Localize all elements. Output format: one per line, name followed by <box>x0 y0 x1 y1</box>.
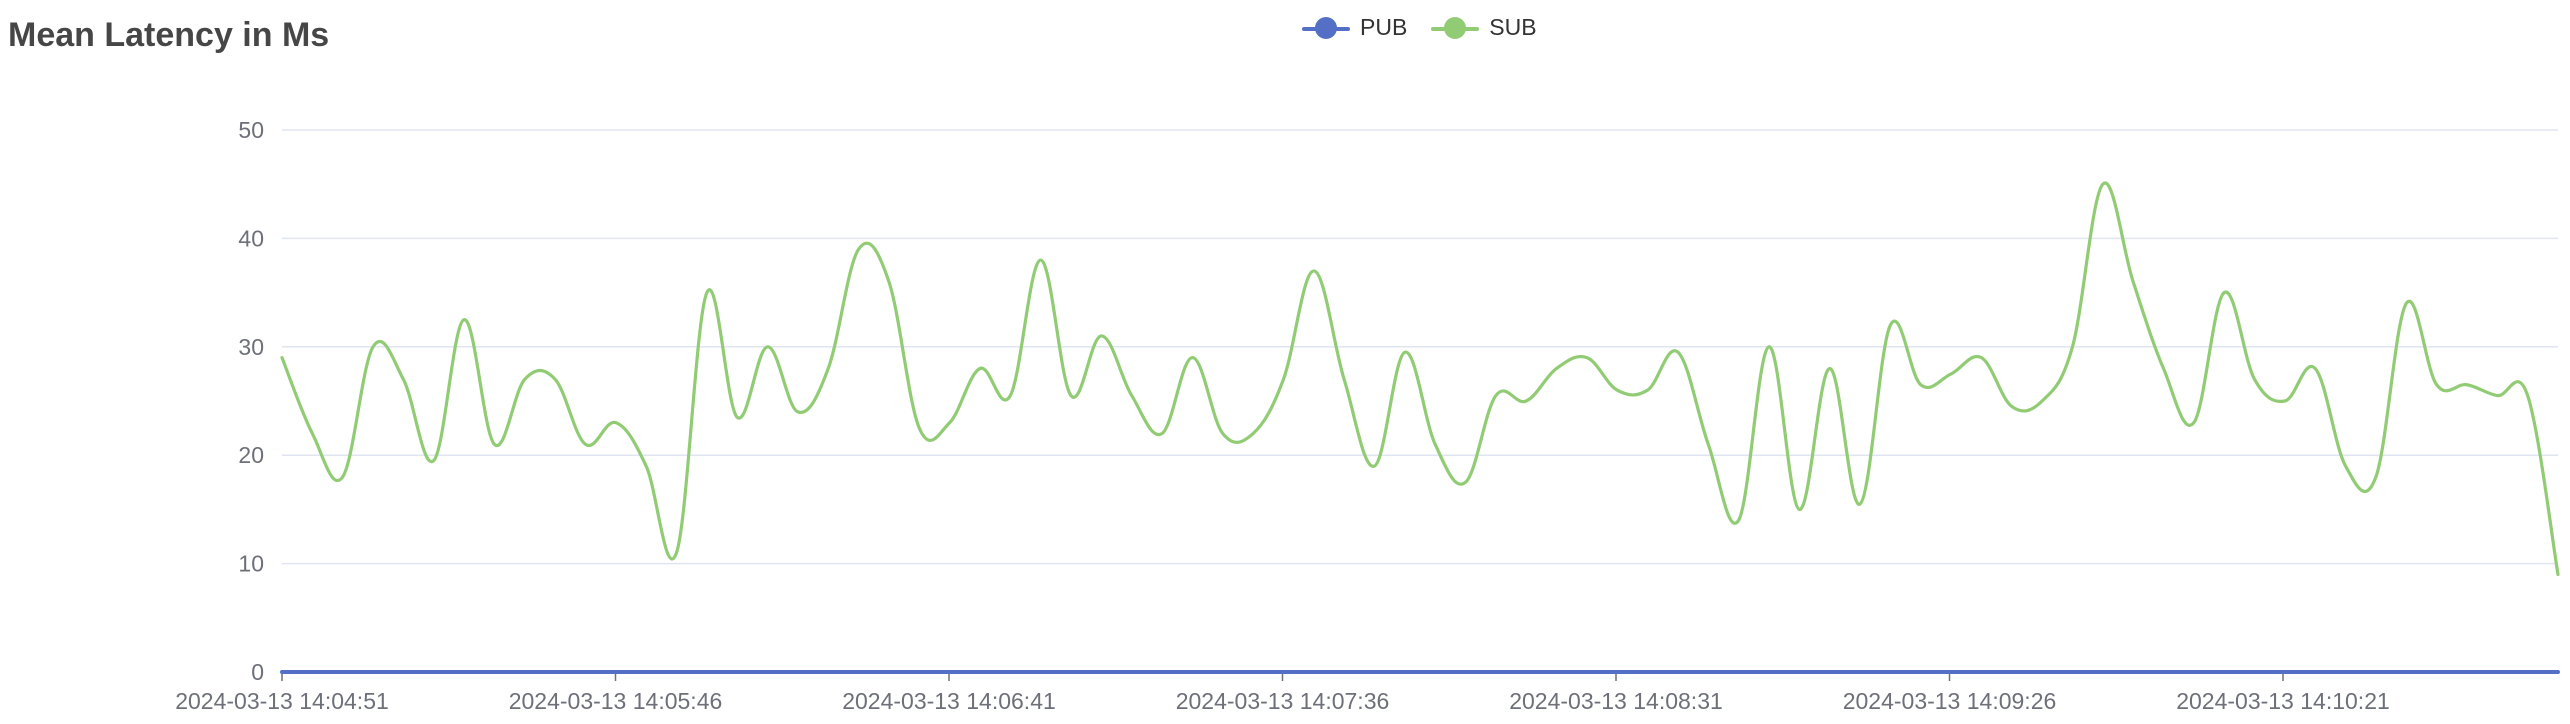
legend-sub-marker-icon <box>1431 16 1480 39</box>
x-tick-label: 2024-03-13 14:09:26 <box>1843 688 2057 714</box>
x-tick-label: 2024-03-13 14:04:51 <box>175 688 389 714</box>
legend: PUB SUB <box>1302 14 1537 41</box>
x-tick-label: 2024-03-13 14:10:21 <box>2176 688 2390 714</box>
y-tick-label: 20 <box>238 442 264 468</box>
y-tick-label: 50 <box>238 117 264 143</box>
legend-label-sub: SUB <box>1489 14 1537 40</box>
y-tick-label: 10 <box>238 551 264 577</box>
y-tick-label: 0 <box>251 659 264 685</box>
legend-pub-marker-icon <box>1302 16 1350 39</box>
x-tick-label: 2024-03-13 14:05:46 <box>509 688 723 714</box>
chart-title: Mean Latency in Ms <box>8 16 330 54</box>
x-tick-label: 2024-03-13 14:06:41 <box>842 688 1056 714</box>
legend-label-pub: PUB <box>1360 14 1408 40</box>
y-tick-label: 30 <box>238 334 264 360</box>
legend-item-pub[interactable]: PUB <box>1302 14 1407 41</box>
legend-item-sub[interactable]: SUB <box>1431 14 1537 41</box>
x-tick-label: 2024-03-13 14:07:36 <box>1176 688 1390 714</box>
x-tick-label: 2024-03-13 14:08:31 <box>1509 688 1723 714</box>
y-tick-label: 40 <box>238 225 264 251</box>
series-line-sub <box>280 181 2560 577</box>
